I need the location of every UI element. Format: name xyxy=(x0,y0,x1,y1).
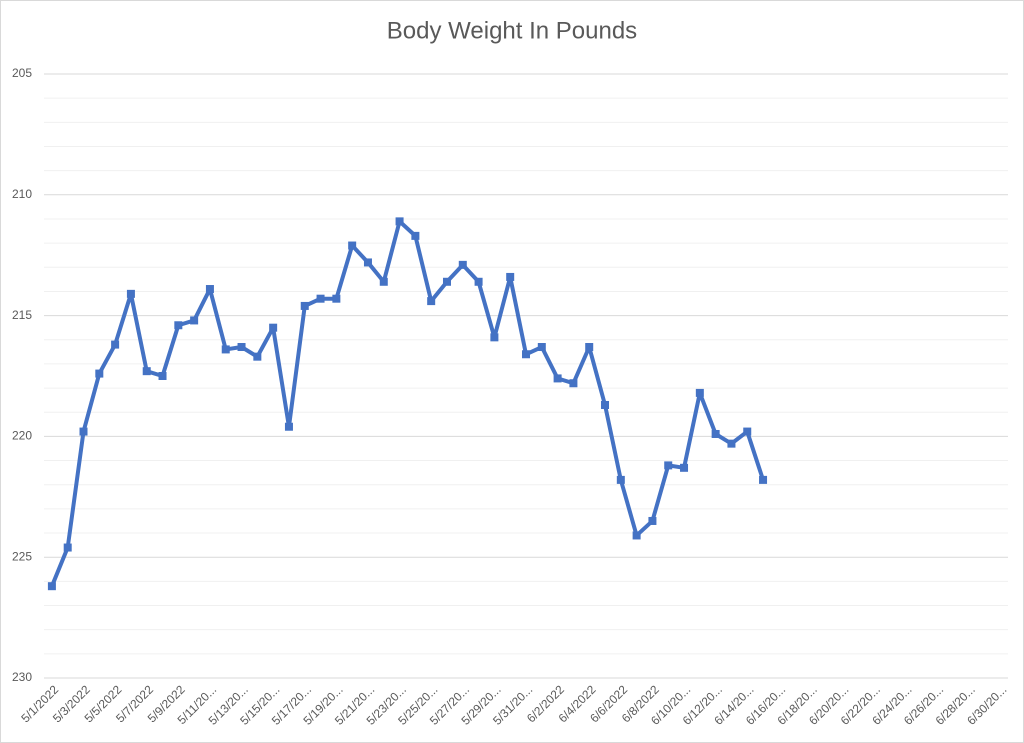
point-marker xyxy=(585,343,594,352)
point-marker xyxy=(648,516,657,525)
chart-title: Body Weight In Pounds xyxy=(387,17,637,44)
point-marker xyxy=(284,422,293,431)
y-tick-label: 230 xyxy=(12,670,32,684)
point-marker xyxy=(47,582,56,591)
point-marker xyxy=(411,231,420,240)
point-marker xyxy=(759,475,768,484)
point-marker xyxy=(126,289,135,298)
point-marker xyxy=(632,531,641,540)
point-marker xyxy=(711,429,720,438)
point-marker xyxy=(616,475,625,484)
y-tick-label: 215 xyxy=(12,308,32,322)
point-marker xyxy=(743,427,752,436)
y-tick-label: 205 xyxy=(12,66,32,80)
point-marker xyxy=(490,333,499,342)
point-marker xyxy=(379,277,388,286)
point-marker xyxy=(95,369,104,378)
point-marker xyxy=(474,277,483,286)
point-marker xyxy=(363,258,372,267)
point-marker xyxy=(158,372,167,380)
point-marker xyxy=(316,294,325,303)
point-marker xyxy=(332,294,341,303)
point-marker xyxy=(680,463,689,472)
y-tick-label: 220 xyxy=(12,429,32,443)
point-marker xyxy=(664,461,673,470)
point-marker xyxy=(174,321,183,330)
point-marker xyxy=(300,301,309,310)
point-marker xyxy=(537,343,546,352)
point-marker xyxy=(569,379,578,388)
point-marker xyxy=(205,285,214,294)
y-tick-label: 225 xyxy=(12,549,32,563)
point-marker xyxy=(111,340,120,349)
y-tick-label: 210 xyxy=(12,187,32,201)
point-marker xyxy=(458,260,467,269)
point-marker xyxy=(727,439,736,448)
point-marker xyxy=(506,272,515,281)
point-marker xyxy=(221,345,230,354)
point-marker xyxy=(142,367,151,376)
point-marker xyxy=(553,374,562,383)
point-marker xyxy=(63,543,72,552)
point-marker xyxy=(395,217,404,226)
point-marker xyxy=(601,400,610,409)
point-marker xyxy=(522,350,530,359)
point-marker xyxy=(348,241,357,250)
point-marker xyxy=(253,352,262,361)
point-marker xyxy=(190,316,199,325)
point-marker xyxy=(79,427,88,436)
series-line xyxy=(50,219,765,587)
point-marker xyxy=(427,297,436,306)
point-marker xyxy=(269,323,278,332)
point-marker xyxy=(237,343,246,352)
point-marker xyxy=(695,388,704,397)
point-marker xyxy=(442,277,451,286)
